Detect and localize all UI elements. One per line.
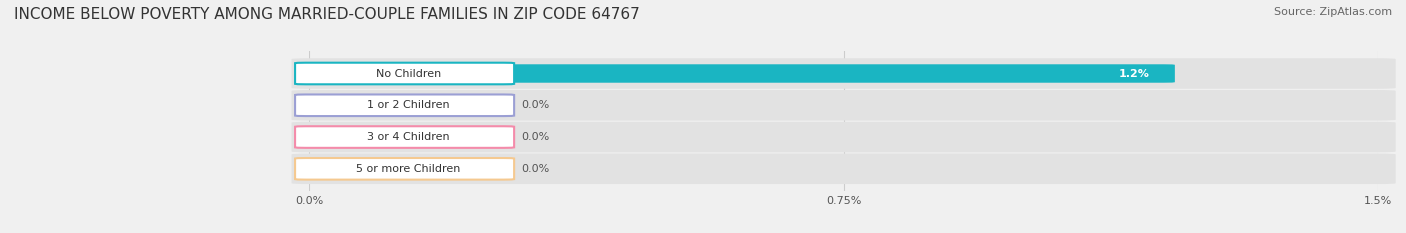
Text: INCOME BELOW POVERTY AMONG MARRIED-COUPLE FAMILIES IN ZIP CODE 64767: INCOME BELOW POVERTY AMONG MARRIED-COUPL…: [14, 7, 640, 22]
Text: 1.2%: 1.2%: [1119, 69, 1150, 79]
Text: 5 or more Children: 5 or more Children: [356, 164, 460, 174]
FancyBboxPatch shape: [298, 160, 508, 178]
Text: No Children: No Children: [375, 69, 441, 79]
FancyBboxPatch shape: [295, 126, 515, 148]
FancyBboxPatch shape: [295, 63, 515, 84]
FancyBboxPatch shape: [291, 122, 1396, 152]
FancyBboxPatch shape: [291, 90, 1396, 120]
FancyBboxPatch shape: [291, 58, 1396, 89]
FancyBboxPatch shape: [295, 158, 515, 180]
Text: 0.0%: 0.0%: [522, 100, 550, 110]
FancyBboxPatch shape: [298, 128, 508, 146]
FancyBboxPatch shape: [298, 64, 1175, 83]
Text: Source: ZipAtlas.com: Source: ZipAtlas.com: [1274, 7, 1392, 17]
FancyBboxPatch shape: [298, 96, 508, 114]
Text: 3 or 4 Children: 3 or 4 Children: [367, 132, 450, 142]
FancyBboxPatch shape: [291, 154, 1396, 184]
Text: 0.0%: 0.0%: [522, 132, 550, 142]
Text: 0.0%: 0.0%: [522, 164, 550, 174]
Text: 1 or 2 Children: 1 or 2 Children: [367, 100, 450, 110]
FancyBboxPatch shape: [295, 94, 515, 116]
